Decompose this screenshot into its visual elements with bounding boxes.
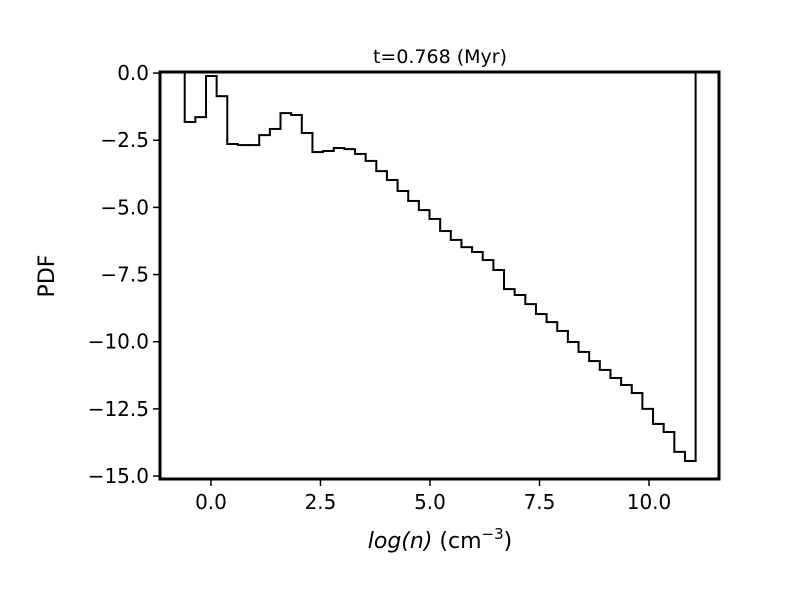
x-tick-label: 0.0 xyxy=(195,490,227,514)
x-label-part: (cm xyxy=(432,529,481,554)
y-tick-label: −10.0 xyxy=(88,330,149,354)
x-tick-label: 5.0 xyxy=(414,490,446,514)
x-axis-label: log(n) (cm−3) xyxy=(368,525,512,554)
y-tick-label: −5.0 xyxy=(100,195,149,219)
x-label-sup: −3 xyxy=(482,525,504,543)
y-tick-label: −7.5 xyxy=(100,263,149,287)
y-tick-label: −15.0 xyxy=(88,464,149,488)
y-tick-label: −12.5 xyxy=(88,397,149,421)
plot-frame xyxy=(158,70,721,481)
x-tick-label: 7.5 xyxy=(524,490,556,514)
y-axis-label: PDF xyxy=(35,255,60,298)
chart-title: t=0.768 (Myr) xyxy=(373,46,507,68)
y-tick-label: 0.0 xyxy=(117,61,149,85)
x-tick-label: 2.5 xyxy=(305,490,337,514)
x-tick-label: 10.0 xyxy=(627,490,672,514)
x-label-part: log(n) xyxy=(368,529,433,554)
x-label-part: ) xyxy=(504,529,513,554)
y-tick-label: −2.5 xyxy=(100,128,149,152)
